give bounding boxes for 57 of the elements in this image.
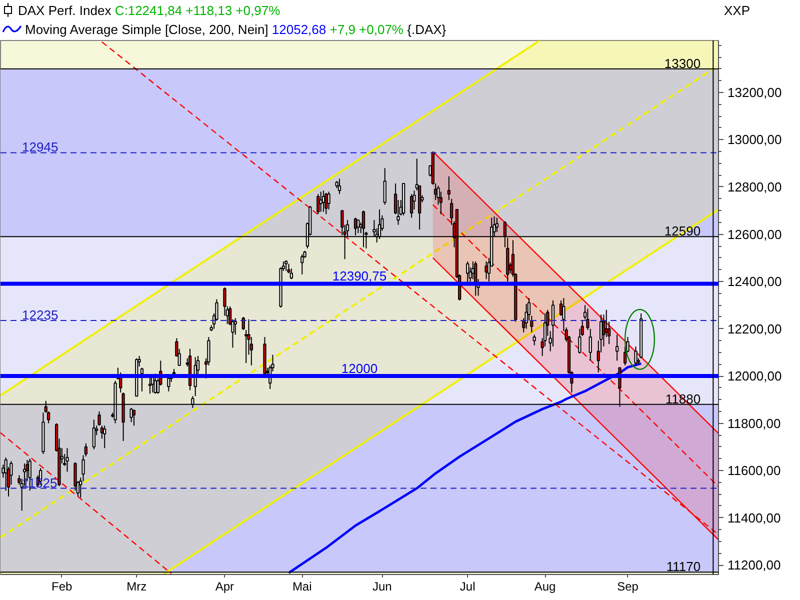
- candlestick: [616, 334, 619, 362]
- candlestick: [154, 373, 157, 394]
- x-tick-label: Feb: [52, 580, 73, 594]
- candlestick: [140, 367, 144, 392]
- y-tick-label: 13000,00: [728, 132, 782, 148]
- y-tick-label: 12800,00: [728, 179, 782, 194]
- x-tick-label: Sep: [617, 580, 639, 594]
- text: C:12241,84 +118,13 +0,97%: [114, 3, 280, 18]
- candlestick: [290, 268, 294, 280]
- ref-line-label: 13300: [664, 56, 701, 71]
- x-tick-label: Mai: [292, 580, 312, 594]
- y-tick-label: 11400,00: [728, 510, 781, 526]
- legend-label: DAX Perf. Index: [18, 3, 112, 18]
- candlestick: [588, 328, 592, 362]
- y-tick-label: 12600,00: [728, 226, 782, 242]
- x-tick-label: Jun: [372, 580, 392, 594]
- ref-line-label: 12945: [22, 140, 58, 155]
- candlestick: [284, 260, 288, 272]
- y-tick-label: 12200,00: [728, 321, 782, 336]
- y-tick-label: 12400,00: [728, 274, 782, 290]
- candlestick: [578, 328, 582, 354]
- y-tick-label: 11200,00: [728, 558, 781, 573]
- legend-label: Moving Average Simple [Close, 200, Nein]: [25, 22, 268, 37]
- candlestick: [338, 178, 342, 195]
- candlestick: [327, 191, 330, 210]
- candlestick: [484, 260, 488, 280]
- y-tick-label: 12000,00: [728, 368, 782, 384]
- candlestick: [319, 191, 322, 212]
- y-tick-label: 13200,00: [728, 84, 782, 100]
- candlestick: [242, 316, 245, 330]
- x-tick-label: Aug: [534, 580, 556, 594]
- candlestick: [234, 318, 237, 336]
- candlestick: [551, 300, 555, 347]
- candlestick: [586, 308, 590, 330]
- text: {.DAX}: [407, 22, 446, 37]
- text: 12052,68: [272, 22, 326, 37]
- ref-line-label: 12390,75: [332, 268, 387, 284]
- text: +7,9 +0,07%: [330, 22, 404, 37]
- x-tick-label: Mrz: [126, 580, 147, 594]
- ref-line-label: 11170: [666, 559, 701, 574]
- x-tick-label: Jul: [460, 580, 476, 594]
- candlestick: [316, 194, 320, 215]
- candlestick: [300, 254, 304, 275]
- y-tick-label: 11800,00: [728, 416, 781, 431]
- y-tick-label: 11600,00: [728, 463, 781, 478]
- ref-line-label: 12235: [22, 307, 58, 322]
- candlestick: [532, 334, 536, 346]
- candlestick: [495, 217, 499, 232]
- y-axis-title: XXP: [724, 3, 750, 19]
- candlestick: [634, 346, 638, 366]
- candlestick: [410, 194, 414, 218]
- ref-line-label: 12000: [341, 361, 378, 376]
- x-tick-label: Apr: [215, 580, 234, 594]
- candlestick: [148, 376, 152, 394]
- candlestick: [466, 260, 470, 284]
- candlestick: [383, 168, 386, 206]
- candlestick: [356, 220, 360, 234]
